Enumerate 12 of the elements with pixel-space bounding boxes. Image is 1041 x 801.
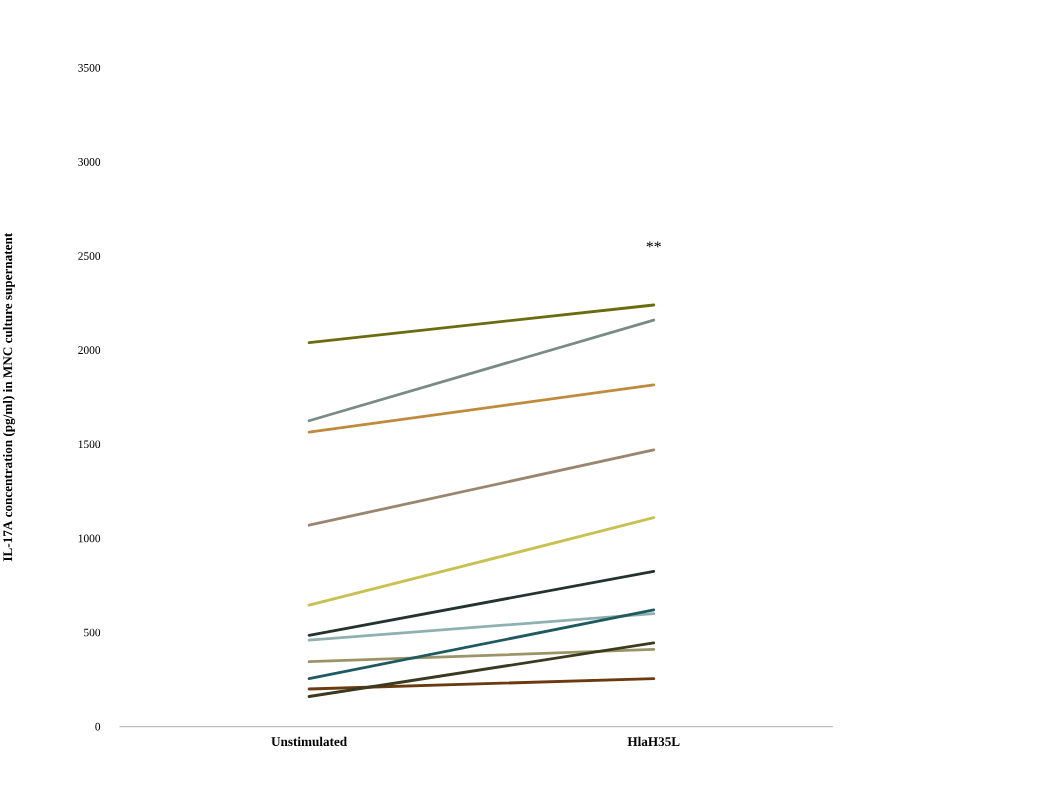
- y-tick-label: 1500: [78, 440, 101, 449]
- annotation: **: [646, 241, 661, 248]
- y-tick-label: 500: [84, 628, 101, 637]
- y-tick-label: 3000: [78, 158, 101, 166]
- y-tick-label: 1000: [78, 534, 101, 543]
- y-tick-label: 3500: [78, 64, 101, 72]
- x-tick-label: Unstimulated: [271, 736, 347, 747]
- y-tick-label: 2000: [78, 346, 101, 355]
- y-tick-label: 2500: [78, 252, 101, 261]
- y-axis-title: IL-17A concentration (pg/ml) in MNC culture supernatent: [2, 233, 15, 562]
- x-tick-label: HlaH35L: [627, 736, 680, 747]
- y-tick-label: 0: [95, 722, 101, 731]
